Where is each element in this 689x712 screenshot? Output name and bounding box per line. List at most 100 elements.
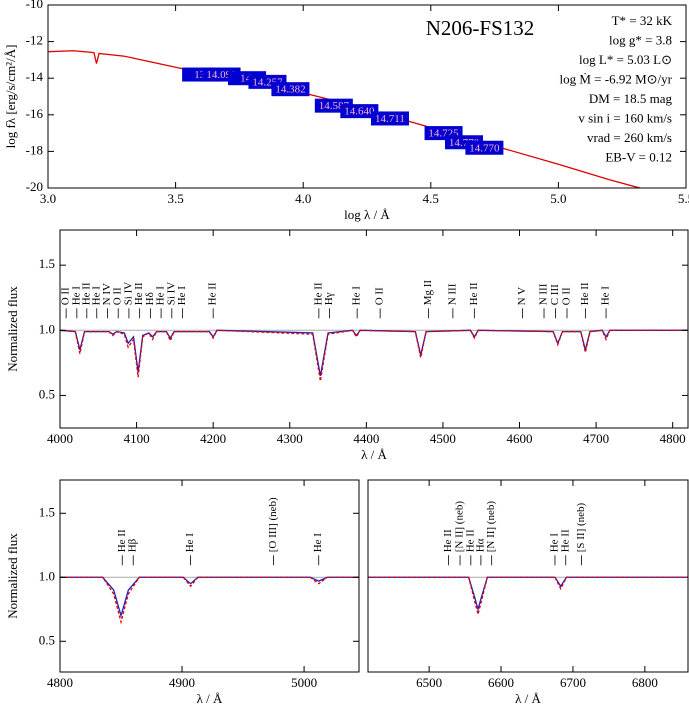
x-tick-label: 4300 xyxy=(277,431,303,446)
line-id-label: He I xyxy=(90,286,102,306)
y-tick-label: -10 xyxy=(26,0,43,11)
x-tick-label: 4100 xyxy=(124,431,150,446)
x-tick-label: 6600 xyxy=(488,675,514,690)
line-id-label: Hγ xyxy=(323,292,335,305)
line-id-label: N III xyxy=(538,283,550,305)
line-id-label: He II xyxy=(133,282,145,305)
plot-frame xyxy=(47,4,687,189)
photometry-label: 14.640 xyxy=(344,106,375,118)
line-id-label: [N II] (neb) xyxy=(485,501,497,553)
line-id-label: He I xyxy=(548,533,560,553)
line-id-label: O II xyxy=(60,287,72,305)
parameter: log L* = 5.03 L⊙ xyxy=(579,52,672,67)
line-id-label: He II xyxy=(442,529,454,552)
x-tick-label: 4000 xyxy=(47,431,73,446)
x-tick-label: 4400 xyxy=(353,431,379,446)
spectrum-line xyxy=(368,576,688,612)
spectrum-line xyxy=(47,50,641,189)
line-id-label: [S II] (neb) xyxy=(575,502,587,552)
chart-title: N206-FS132 xyxy=(426,16,535,40)
x-tick-label: 4500 xyxy=(430,431,456,446)
plot-frame xyxy=(59,479,360,673)
line-id-label: He II xyxy=(116,529,128,552)
photometry-label: 14.382 xyxy=(275,84,305,96)
x-tick-label: 4.5 xyxy=(423,191,439,206)
line-id-label: N III xyxy=(446,283,458,305)
line-id-label: He I xyxy=(184,533,196,553)
y-tick-label: -14 xyxy=(26,69,44,84)
y-tick-label: -12 xyxy=(26,33,43,48)
y-tick-label: -16 xyxy=(26,106,44,121)
spectrum-line xyxy=(368,576,688,615)
photometry-label: 14.711 xyxy=(375,113,405,125)
line-id-label: He I xyxy=(70,286,82,306)
photometry-box xyxy=(340,104,379,119)
line-id-label: [N II] (neb) xyxy=(454,501,466,553)
y-tick-label: 0.5 xyxy=(39,386,55,401)
line-id-label: N V xyxy=(516,287,528,305)
x-tick-label: 5.5 xyxy=(678,191,689,206)
spectrum-line xyxy=(59,329,688,382)
line-id-label: He II xyxy=(312,282,324,305)
line-id-label: Mg II xyxy=(422,280,434,306)
spectrum-line xyxy=(60,576,359,619)
x-tick-label: 4900 xyxy=(169,675,195,690)
y-tick-label: -18 xyxy=(26,142,43,157)
x-axis-label: λ / Å xyxy=(197,691,223,706)
x-tick-label: 4800 xyxy=(47,675,73,690)
x-tick-label: 4.0 xyxy=(295,191,311,206)
parameter: T* = 32 kK xyxy=(612,13,673,28)
y-tick-label: 0.5 xyxy=(39,632,55,647)
spectrum-line xyxy=(60,576,359,625)
y-axis-label: Normalized flux xyxy=(5,286,20,372)
photometry-box xyxy=(271,82,310,97)
line-id-label: O II xyxy=(112,287,124,305)
plot-frame xyxy=(59,229,689,429)
x-tick-label: 6500 xyxy=(416,675,442,690)
x-tick-label: 4200 xyxy=(200,431,226,446)
x-tick-label: 6800 xyxy=(632,675,658,690)
parameter: EB-V = 0.12 xyxy=(605,149,672,164)
x-tick-label: 4800 xyxy=(660,431,686,446)
parameter: vrad = 260 km/s xyxy=(587,130,672,145)
y-tick-label: -20 xyxy=(26,179,43,194)
x-tick-label: 4700 xyxy=(583,431,609,446)
x-tick-label: 5000 xyxy=(291,675,317,690)
line-id-label: He II xyxy=(579,282,591,305)
line-id-label: He I xyxy=(351,286,363,306)
line-id-label: Si IV xyxy=(122,282,134,306)
line-id-label: He II xyxy=(464,529,476,552)
line-id-label: Hδ xyxy=(144,292,156,305)
line-id-label: He II xyxy=(468,282,480,305)
line-id-label: He II xyxy=(207,282,219,305)
line-id-label: Si IV xyxy=(165,282,177,306)
photometry-box xyxy=(370,111,409,126)
x-tick-label: 6700 xyxy=(560,675,586,690)
line-id-label: O II xyxy=(374,287,386,305)
y-tick-label: 1.5 xyxy=(39,504,55,519)
line-id-label: [O III] (neb) xyxy=(267,497,279,552)
line-id-label: O II xyxy=(561,287,573,305)
y-axis-label: Normalized flux xyxy=(5,533,20,619)
line-id-label: He II xyxy=(559,529,571,552)
line-id-label: He II xyxy=(80,282,92,305)
y-tick-label: 1.0 xyxy=(39,321,55,336)
x-axis-label: λ / Å xyxy=(361,447,387,462)
plot-frame xyxy=(367,479,689,673)
line-id-label: C III xyxy=(549,284,561,305)
spectrum-line xyxy=(59,329,688,377)
x-axis-label: log λ / Å xyxy=(344,207,390,222)
parameter: log Ṁ = -6.92 M⊙/yr xyxy=(560,71,673,86)
x-axis-label: λ / Å xyxy=(515,691,541,706)
y-tick-label: 1.5 xyxy=(39,256,55,271)
parameter: v sin i = 160 km/s xyxy=(578,110,672,125)
x-tick-label: 4600 xyxy=(507,431,533,446)
y-tick-label: 1.0 xyxy=(39,568,55,583)
x-tick-label: 5.0 xyxy=(550,191,566,206)
line-id-label: He I xyxy=(600,286,612,306)
line-id-label: Hα xyxy=(474,538,486,552)
line-id-label: N IV xyxy=(101,283,113,305)
line-id-label: He I xyxy=(176,286,188,306)
